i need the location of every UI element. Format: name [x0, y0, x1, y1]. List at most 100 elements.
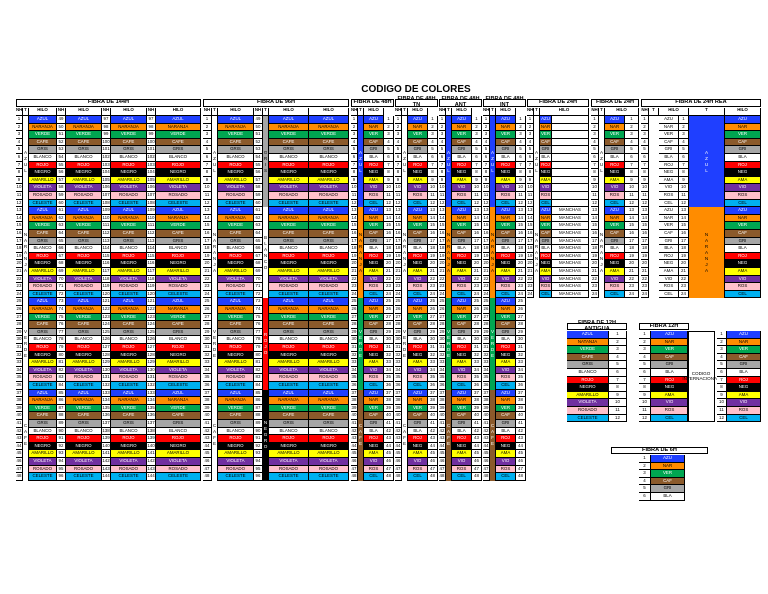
nh-cell: 9	[395, 176, 402, 185]
nh-cell: 35	[384, 374, 394, 382]
nh-cell: 106	[147, 184, 156, 192]
nh-cell: 5	[472, 146, 482, 154]
tube-letter: N	[490, 231, 495, 237]
nh-cell: 14	[679, 214, 689, 223]
nh-cell: 5	[625, 146, 639, 154]
fiber-color-cell: CEL	[364, 382, 384, 390]
nh-cell: 23	[351, 283, 358, 291]
nh-cell: 23	[527, 283, 534, 291]
nh-cell: 12	[641, 199, 649, 208]
table-48h-int-header: FIBRA DE 48H INT	[483, 97, 526, 108]
nh-cell: 22	[203, 275, 212, 284]
tube-letter: R	[23, 340, 28, 346]
fiber-color-cell: NARANJA	[156, 306, 201, 314]
nh-cell: 21	[395, 268, 402, 276]
fiber-color-cell: BLANCO	[156, 245, 201, 253]
col-nh: NH	[351, 107, 358, 116]
nh-cell: 21	[351, 268, 358, 276]
fiber-color-cell: ROS	[725, 283, 761, 291]
nh-cell: 31	[472, 344, 482, 352]
fiber-color-cell: VERDE	[567, 346, 609, 354]
nh-cell: 74	[254, 306, 263, 314]
nh-cell: 11	[203, 192, 212, 200]
tube-letter: E	[446, 352, 451, 358]
nh-cell: 42	[439, 427, 446, 436]
nh-cell: 136	[102, 412, 111, 420]
nh-cell: 113	[147, 237, 156, 246]
fiber-color-cell: BLANCO	[269, 336, 309, 344]
nh-cell: 43	[516, 435, 526, 443]
tube-letter: N	[704, 255, 709, 261]
fiber-color-cell: AZUL	[269, 207, 309, 215]
nh-cell: 20	[625, 260, 639, 268]
fiber-color-cell: CELESTE	[29, 382, 57, 390]
nh-cell: 33	[472, 359, 482, 367]
fiber-color-cell: NARANJA	[66, 123, 102, 132]
col-nh: NH	[641, 107, 649, 116]
nh-cell: 29	[439, 328, 446, 337]
fiber-color-cell: GRIS	[269, 237, 309, 246]
fiber-abbr-cell: CEL	[659, 199, 679, 208]
nh-cell: 76	[57, 321, 66, 329]
fiber-color-cell: VIOLETA	[111, 275, 147, 284]
nh-cell: 2	[591, 123, 599, 132]
fiber-color-cell: VER	[408, 222, 428, 230]
fiber-color-cell: BLA	[651, 369, 689, 377]
nh-cell: 42	[16, 427, 23, 436]
fiber-color-cell: GRIS	[66, 146, 102, 154]
fiber-color-cell: NEGRO	[111, 442, 147, 451]
nh-cell: 12	[395, 199, 402, 208]
nh-cell: 4	[483, 138, 490, 147]
col-hilo: HILO	[218, 107, 254, 116]
fiber-color-cell: BLA	[725, 245, 761, 253]
fiber-color-cell: NEGRO	[66, 351, 102, 360]
tube-letter: L	[491, 167, 494, 173]
tube-letter: A	[599, 249, 604, 255]
nh-cell: 35	[428, 374, 438, 382]
nh-cell: 36	[483, 382, 490, 390]
nh-cell: 20	[516, 260, 526, 268]
nh-cell: 13	[472, 207, 482, 215]
nh-cell: 16	[16, 230, 23, 238]
nh-cell: 35	[395, 374, 402, 382]
fiber-color-cell: AMARILLO	[111, 359, 147, 367]
nh-cell: 79	[57, 344, 66, 352]
fiber-abbr-cell: AZU	[659, 116, 679, 124]
col-hilo: HILO	[725, 107, 761, 116]
fiber-color-cell: AMARILLO	[309, 176, 349, 185]
fiber-color-cell: VIO	[452, 458, 472, 466]
fiber-color-cell: ROJO	[66, 344, 102, 352]
nh-cell: 4	[203, 138, 212, 147]
nh-cell: 40	[483, 412, 490, 420]
nh-cell: 19	[625, 252, 639, 261]
fiber-color-cell: GRI	[605, 237, 625, 246]
tube-letter: F	[447, 435, 450, 441]
tube-letter: E	[358, 441, 363, 447]
fiber-color-cell: GRI	[540, 146, 552, 154]
nh-cell: 1	[483, 116, 490, 124]
fiber-color-cell: CAF	[452, 412, 472, 420]
nh-cell: 26	[483, 306, 490, 314]
fiber-color-cell: NEGRO	[29, 351, 57, 360]
fiber-color-cell: NEG	[408, 260, 428, 268]
nh-cell: 32	[16, 351, 23, 360]
nh-cell: 37	[472, 389, 482, 398]
fiber-color-cell: VERDE	[156, 222, 201, 230]
nh-cell: 21	[679, 268, 689, 276]
nh-cell: 5	[395, 146, 402, 154]
tube-letter: J	[359, 261, 362, 267]
fiber-color-cell: VIOLETA	[111, 184, 147, 192]
nh-cell: 46	[516, 458, 526, 466]
fiber-color-cell: VIO	[540, 184, 552, 192]
nh-cell: 72	[57, 290, 66, 299]
nh-cell: 2	[527, 123, 534, 132]
nh-cell: 115	[102, 252, 111, 261]
nh-cell: 33	[203, 359, 212, 367]
nh-cell: 73	[254, 298, 263, 306]
fiber-color-cell: BLA	[408, 427, 428, 436]
